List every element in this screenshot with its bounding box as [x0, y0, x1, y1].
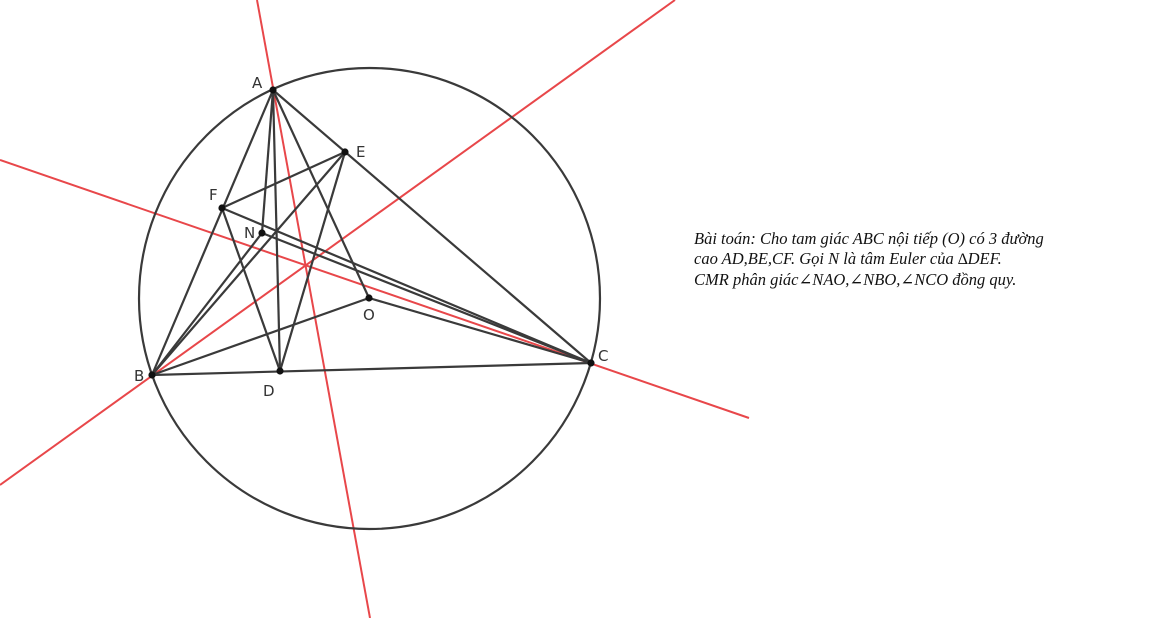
- problem-statement: Bài toán: Cho tam giác ABC nội tiếp (O) …: [694, 229, 1134, 290]
- point-n: [258, 229, 266, 237]
- problem-line-2-end: DEF.: [967, 249, 1002, 268]
- segment-cn: [261, 231, 592, 365]
- problem-line-2-text: cao AD,BE,CF. Gọi N là tâm Euler của: [694, 249, 958, 268]
- segment-ab: [150, 89, 275, 376]
- altitude-be: [151, 151, 346, 376]
- point-a: [269, 86, 277, 94]
- segment-de: [278, 151, 347, 372]
- label-n: N: [244, 224, 255, 242]
- point-b: [148, 371, 156, 379]
- label-a: A: [252, 74, 263, 92]
- point-e: [341, 148, 349, 156]
- problem-line-3: CMR phân giác∠NAO,∠NBO,∠NCO đồng quy.: [694, 270, 1017, 289]
- segment-bn: [151, 232, 263, 376]
- bisector-line-a: [256, 0, 371, 618]
- label-f: F: [209, 186, 218, 204]
- segment-an: [260, 89, 275, 234]
- segment-ac: [272, 89, 592, 364]
- triangle-symbol: ∆: [957, 251, 968, 268]
- circumcircle: [137, 66, 602, 531]
- problem-line-1: Bài toán: Cho tam giác ABC nội tiếp (O) …: [694, 229, 1044, 248]
- label-e: E: [356, 143, 365, 161]
- segment-df: [220, 207, 282, 372]
- label-b: B: [134, 367, 144, 385]
- segment-bc: [151, 361, 592, 377]
- segment-ao: [272, 89, 370, 299]
- point-c: [587, 359, 595, 367]
- label-o: O: [363, 306, 375, 324]
- altitude-cf: [221, 206, 592, 365]
- point-o: [365, 294, 373, 302]
- label-d: D: [263, 382, 275, 400]
- segment-bo: [151, 296, 370, 377]
- segment-ef: [221, 150, 346, 210]
- point-f: [218, 204, 226, 212]
- bisector-line-b: [0, 0, 676, 486]
- point-d: [276, 367, 284, 375]
- bisector-line-c: [0, 159, 750, 419]
- label-c: C: [598, 347, 608, 365]
- problem-line-2: cao AD,BE,CF. Gọi N là tâm Euler của ∆DE…: [694, 249, 1134, 270]
- segment-co: [368, 296, 592, 365]
